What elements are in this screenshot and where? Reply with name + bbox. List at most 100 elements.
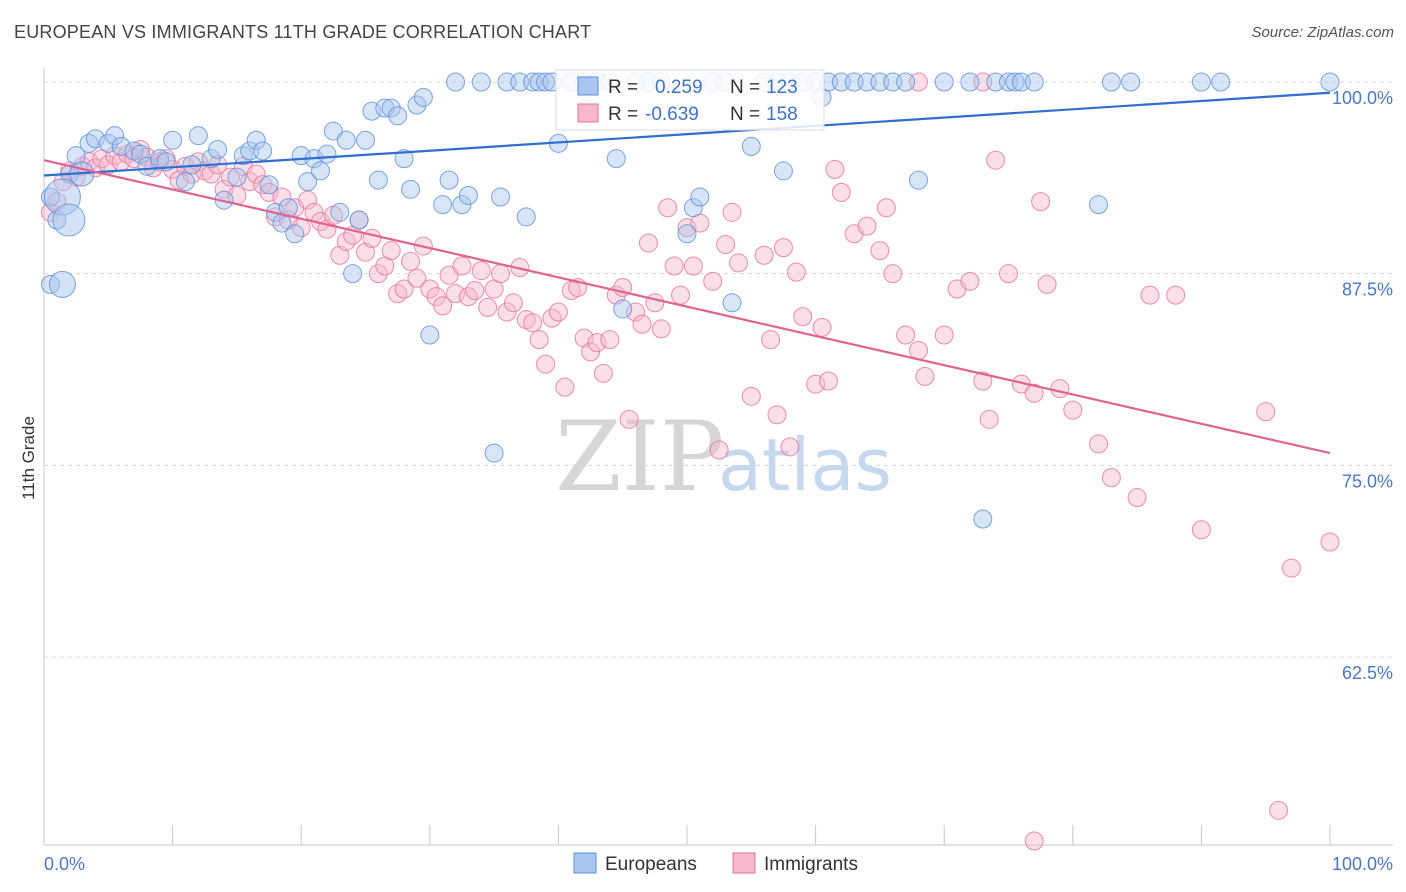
immigrants-point-111	[773, 238, 793, 258]
immigrants-point-136	[1024, 383, 1044, 403]
immigrants-point-139	[1050, 379, 1070, 399]
immigrants-point-128	[934, 325, 954, 345]
europeans-point-87	[773, 161, 793, 181]
immigrants-point-19	[163, 159, 183, 179]
y-tick-label-0: 100.0%	[1332, 88, 1393, 108]
legend-immigrants-label[interactable]: Immigrants	[764, 854, 858, 875]
r-label-immigrants: R =	[608, 104, 638, 125]
europeans-point-33	[298, 172, 318, 192]
europeans-point-59	[484, 443, 504, 463]
immigrants-point-102	[703, 271, 723, 291]
europeans-point-60	[491, 187, 511, 207]
immigrants-point-108	[754, 245, 774, 265]
immigrants-point-123	[876, 198, 896, 218]
immigrants-point-142	[1101, 468, 1121, 488]
bottom-legend: Europeans Immigrants	[573, 852, 858, 875]
europeans-point-57	[458, 185, 478, 205]
n-label-immigrants: N =	[730, 104, 760, 125]
immigrants-point-57	[407, 268, 427, 288]
immigrants-point-110	[767, 405, 787, 425]
europeans-point-101	[960, 72, 980, 92]
europeans-point-16	[175, 172, 195, 192]
immigrants-point-141	[1089, 434, 1109, 454]
europeans-point-52	[420, 325, 440, 345]
immigrants-point-51	[368, 264, 388, 284]
immigrants-point-137	[1031, 192, 1051, 212]
europeans-point-79	[683, 198, 703, 218]
europeans-point-35	[310, 161, 330, 181]
immigrants-point-64	[452, 256, 472, 276]
europeans-point-42	[356, 130, 375, 150]
immigrants-point-148	[1281, 558, 1301, 578]
r-label-europeans: R =	[608, 77, 638, 98]
immigrants-point-96	[658, 198, 678, 218]
europeans-point-98	[896, 72, 916, 92]
europeans-point-105	[1005, 72, 1025, 92]
europeans-point-109	[1101, 72, 1121, 92]
europeans-point-58	[471, 72, 491, 92]
europeans-point-19	[201, 149, 221, 169]
immigrants-point-63	[446, 284, 466, 304]
europeans-point-6	[85, 129, 105, 149]
europeans-point-53	[433, 195, 453, 215]
chart-title: EUROPEAN VS IMMIGRANTS 11TH GRADE CORREL…	[14, 22, 592, 42]
immigrants-point-104	[716, 235, 736, 255]
immigrants-point-66	[465, 281, 485, 301]
immigrants-point-114	[793, 307, 813, 327]
immigrants-point-32	[246, 164, 266, 184]
europeans-point-83	[722, 293, 742, 313]
legend-europeans-label[interactable]: Europeans	[605, 854, 697, 875]
europeans-point-40	[343, 264, 363, 284]
europeans-large-point-2	[48, 270, 76, 298]
immigrants-point-94	[645, 293, 665, 313]
europeans-point-113	[1320, 72, 1340, 92]
europeans-point-46	[381, 98, 401, 118]
n-value-immigrants: 158	[766, 104, 798, 125]
immigrants-point-72	[503, 293, 523, 313]
immigrants-point-145	[1166, 285, 1186, 305]
immigrants-point-62	[439, 265, 459, 285]
europeans-point-56	[452, 195, 472, 215]
immigrants-point-143	[1127, 488, 1147, 508]
y-axis-label: 11th Grade	[19, 416, 38, 500]
immigrants-point-34	[259, 182, 279, 202]
immigrants-point-147	[1256, 402, 1276, 422]
europeans-point-51	[413, 87, 433, 107]
immigrants-point-131	[973, 371, 993, 391]
immigrants-point-146	[1191, 520, 1211, 540]
europeans-point-31	[285, 224, 305, 244]
europeans-point-44	[368, 170, 388, 190]
immigrants-trend-line	[43, 159, 1331, 455]
immigrants-point-68	[478, 297, 498, 317]
immigrants-point-93	[638, 233, 658, 253]
immigrants-point-103	[709, 440, 729, 460]
europeans-large-point-1	[52, 203, 86, 237]
europeans-point-55	[446, 72, 466, 92]
europeans-trend-line	[43, 91, 1331, 177]
legend-europeans-swatch[interactable]	[573, 852, 597, 874]
europeans-point-74	[613, 299, 633, 319]
europeans-point-73	[606, 149, 626, 169]
immigrants-point-115	[806, 374, 826, 394]
immigrants-point-149	[1320, 532, 1340, 552]
immigrants-point-105	[722, 202, 742, 222]
y-tick-labels: 100.0% 87.5% 75.0% 62.5%	[1332, 88, 1393, 683]
immigrants-point-28	[220, 167, 240, 187]
immigrants-point-98	[671, 285, 691, 305]
immigrants-point-116	[812, 317, 832, 337]
europeans-swatch	[577, 76, 599, 96]
legend-immigrants-swatch[interactable]	[732, 852, 756, 874]
europeans-point-8	[105, 126, 125, 146]
europeans-point-11	[130, 144, 150, 164]
immigrants-point-92	[632, 314, 652, 334]
x-tick-labels: 0.0% 100.0%	[44, 854, 1393, 874]
immigrants-point-55	[394, 279, 414, 299]
r-value-europeans: 0.259	[655, 77, 703, 98]
europeans-point-112	[1211, 72, 1231, 92]
europeans-point-14	[156, 152, 176, 172]
immigrants-point-113	[786, 262, 806, 282]
immigrants-point-33	[253, 175, 273, 195]
n-value-europeans: 123	[766, 77, 798, 98]
immigrants-point-70	[491, 264, 511, 284]
immigrants-point-121	[857, 216, 877, 236]
